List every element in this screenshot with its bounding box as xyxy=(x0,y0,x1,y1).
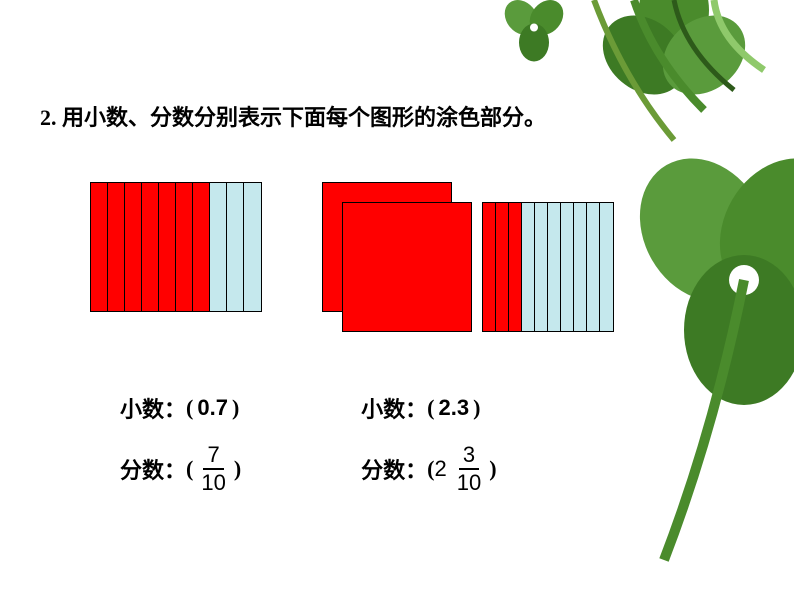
fraction-numerator: 7 xyxy=(203,444,223,470)
fraction-denominator: 10 xyxy=(197,470,229,494)
fraction-denominator: 10 xyxy=(453,470,485,494)
strip-red xyxy=(108,183,125,311)
strip-blue xyxy=(548,203,561,331)
strip-blue xyxy=(600,203,613,331)
strip-blue xyxy=(227,183,244,311)
strip-red xyxy=(193,183,210,311)
answer-left: 小数： ( 0.7 ) 分数： ( 7 10 ) xyxy=(120,392,241,514)
figure-1-strips xyxy=(90,182,262,312)
strip-red xyxy=(91,183,108,311)
strip-blue xyxy=(561,203,574,331)
decimal-label: 小数： xyxy=(361,392,427,424)
strip-blue xyxy=(522,203,535,331)
strip-blue xyxy=(210,183,227,311)
strip-red xyxy=(509,203,522,331)
strip-red xyxy=(496,203,509,331)
decimal-value: 2.3 xyxy=(439,395,470,421)
paren-open: ( xyxy=(427,456,434,482)
strip-red xyxy=(142,183,159,311)
paren-open: ( xyxy=(427,395,434,421)
fraction-row: 分数： ( 7 10 ) xyxy=(120,444,241,494)
mixed-whole: 2 xyxy=(435,456,447,482)
two-full-squares xyxy=(322,182,472,332)
paren-open: ( xyxy=(186,456,193,482)
paren-close: ) xyxy=(489,456,496,482)
fraction-label: 分数： xyxy=(361,453,427,485)
figures-row xyxy=(40,182,754,332)
strip-blue xyxy=(535,203,548,331)
mixed-fraction-value: 2 3 10 xyxy=(435,444,490,494)
strip-red xyxy=(176,183,193,311)
strip-red xyxy=(483,203,496,331)
question-text: 2. 用小数、分数分别表示下面每个图形的涂色部分。 xyxy=(40,100,754,132)
decimal-row: 小数： ( 2.3 ) xyxy=(361,392,496,424)
decimal-label: 小数： xyxy=(120,392,186,424)
question-body: 用小数、分数分别表示下面每个图形的涂色部分。 xyxy=(62,105,546,130)
decimal-row: 小数： ( 0.7 ) xyxy=(120,392,241,424)
paren-open: ( xyxy=(186,395,193,421)
strip-red xyxy=(125,183,142,311)
full-square-front xyxy=(342,202,472,332)
paren-close: ) xyxy=(232,395,239,421)
strip-red xyxy=(159,183,176,311)
fraction-numerator: 3 xyxy=(459,444,479,470)
decimal-value: 0.7 xyxy=(197,395,228,421)
answers-row: 小数： ( 0.7 ) 分数： ( 7 10 ) 小数： ( 2.3 ) xyxy=(40,392,754,514)
figure-2-strips xyxy=(482,202,614,332)
fraction-row: 分数： ( 2 3 10 ) xyxy=(361,444,496,494)
fraction-label: 分数： xyxy=(120,453,186,485)
answer-right: 小数： ( 2.3 ) 分数： ( 2 3 10 ) xyxy=(361,392,496,514)
question-number: 2. xyxy=(40,105,57,130)
mixed-fraction-part: 3 10 xyxy=(453,444,485,494)
figure-2 xyxy=(322,182,614,332)
fraction-value: 7 10 xyxy=(197,444,229,494)
strip-blue xyxy=(587,203,600,331)
paren-close: ) xyxy=(473,395,480,421)
paren-close: ) xyxy=(234,456,241,482)
strip-blue xyxy=(574,203,587,331)
content-area: 2. 用小数、分数分别表示下面每个图形的涂色部分。 xyxy=(0,0,794,514)
strip-blue xyxy=(244,183,261,311)
